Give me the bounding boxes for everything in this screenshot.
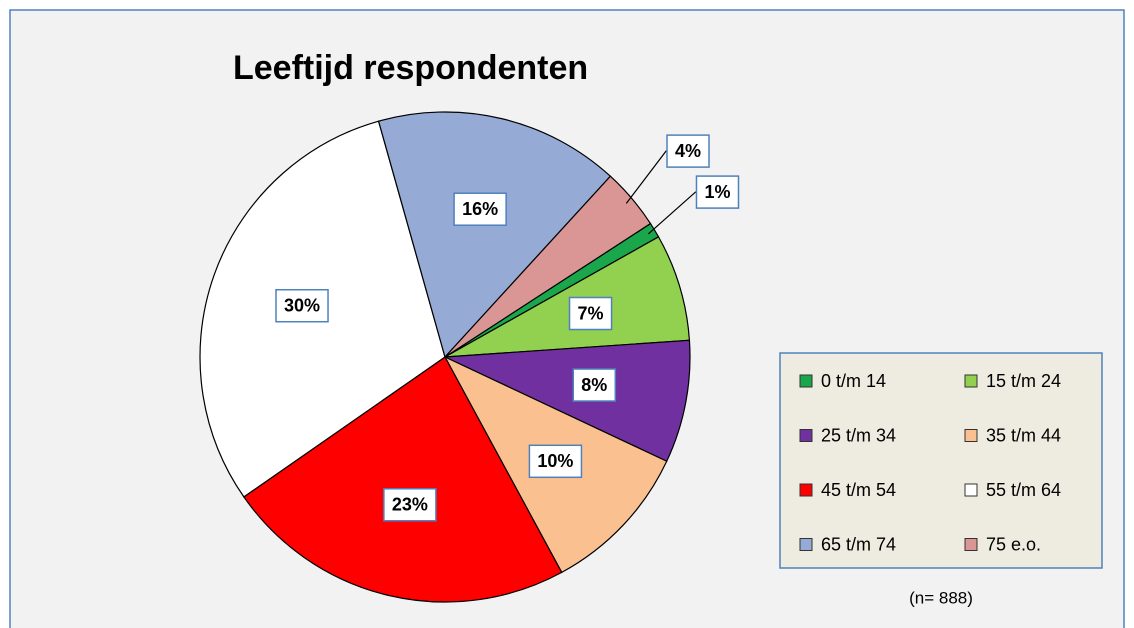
pie-slice [243,356,563,603]
legend-swatch [964,374,978,388]
data-label: 7% [578,303,604,323]
legend-label: 55 t/m 64 [986,480,1061,500]
pie-slice [377,111,612,359]
data-label: 4% [675,141,701,161]
data-label: 23% [392,495,428,515]
legend-label: 0 t/m 14 [821,371,886,391]
legend-label: 65 t/m 74 [821,534,896,554]
chart-title: Leeftijd respondenten [233,49,588,87]
data-label-box [275,288,329,323]
data-label-box [695,175,740,209]
legend-label: 15 t/m 24 [986,371,1061,391]
legend-swatch [799,429,813,442]
note: (n= 888) [909,588,973,607]
data-label: 30% [284,295,320,315]
data-label-box [528,444,583,479]
data-label: 8% [581,375,607,395]
data-label-box [568,296,613,331]
pie-slice [444,236,691,358]
data-label-box [572,368,617,402]
data-label-box [383,488,437,522]
data-label: 10% [537,451,573,471]
legend-label: 45 t/m 54 [821,480,896,500]
legend-swatch [799,538,813,551]
data-label-box [666,134,710,168]
legend-swatch [799,374,813,388]
pie-slice [442,339,691,463]
legend-label: 25 t/m 34 [821,425,896,445]
legend-label: 35 t/m 44 [986,425,1061,445]
legend-swatch [799,483,813,497]
legend-swatch [964,483,978,497]
legend-box [779,352,1103,569]
data-label: 1% [704,182,730,202]
data-label: 16% [462,199,498,219]
legend-swatch [964,538,978,551]
pie-slice [444,175,652,358]
legend-label: 75 e.o. [986,534,1041,554]
legend-swatch [964,429,978,442]
data-label-box [453,192,507,226]
